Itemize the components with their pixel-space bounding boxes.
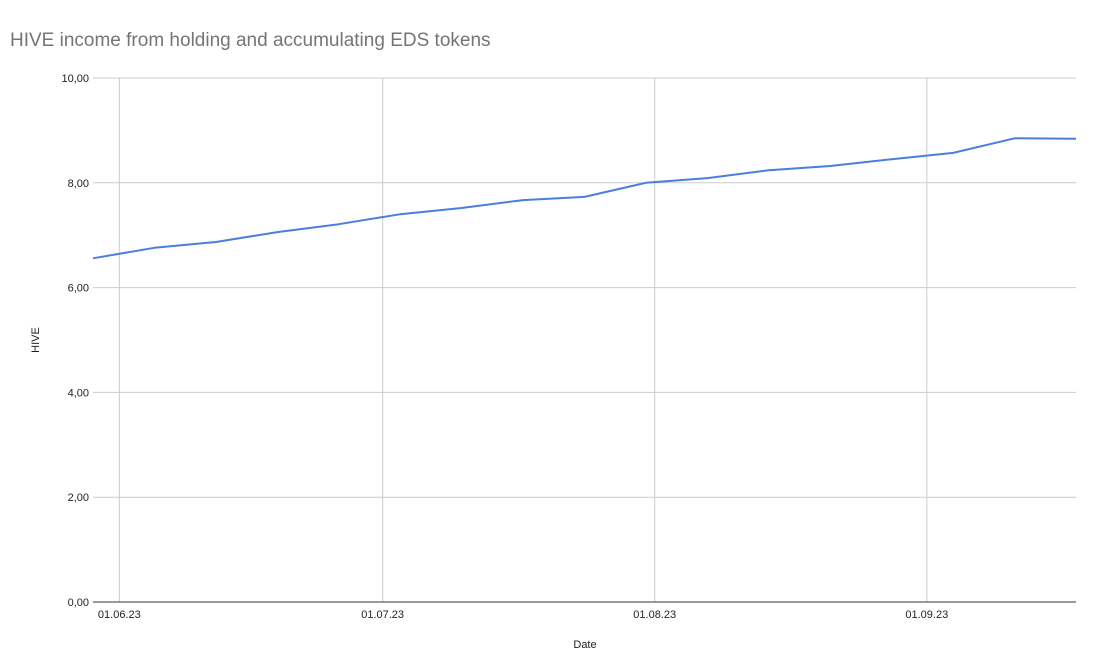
y-tick-label: 4,00 [68, 387, 89, 399]
x-axis-label: Date [573, 639, 596, 651]
data-points [92, 138, 1077, 259]
y-tick-label: 0,00 [68, 597, 89, 609]
y-axis-ticks: 0,00 2,00 4,00 6,00 8,00 10,00 [61, 73, 89, 609]
x-tick-label: 01.06.23 [98, 609, 141, 621]
y-tick-label: 2,00 [68, 492, 89, 504]
gridlines [93, 77, 1076, 602]
x-tick-label: 01.09.23 [905, 609, 948, 621]
series-line [92, 137, 1077, 260]
x-tick-label: 01.08.23 [633, 609, 676, 621]
y-axis-label: HIVE [30, 327, 42, 353]
x-tick-label: 01.07.23 [361, 609, 404, 621]
y-tick-label: 6,00 [68, 283, 89, 295]
y-tick-label: 10,00 [61, 73, 89, 85]
x-axis-ticks: 01.06.23 01.07.23 01.08.23 01.09.23 [98, 609, 948, 621]
y-tick-label: 8,00 [68, 178, 89, 190]
chart-title: HIVE income from holding and accumulatin… [10, 30, 491, 51]
